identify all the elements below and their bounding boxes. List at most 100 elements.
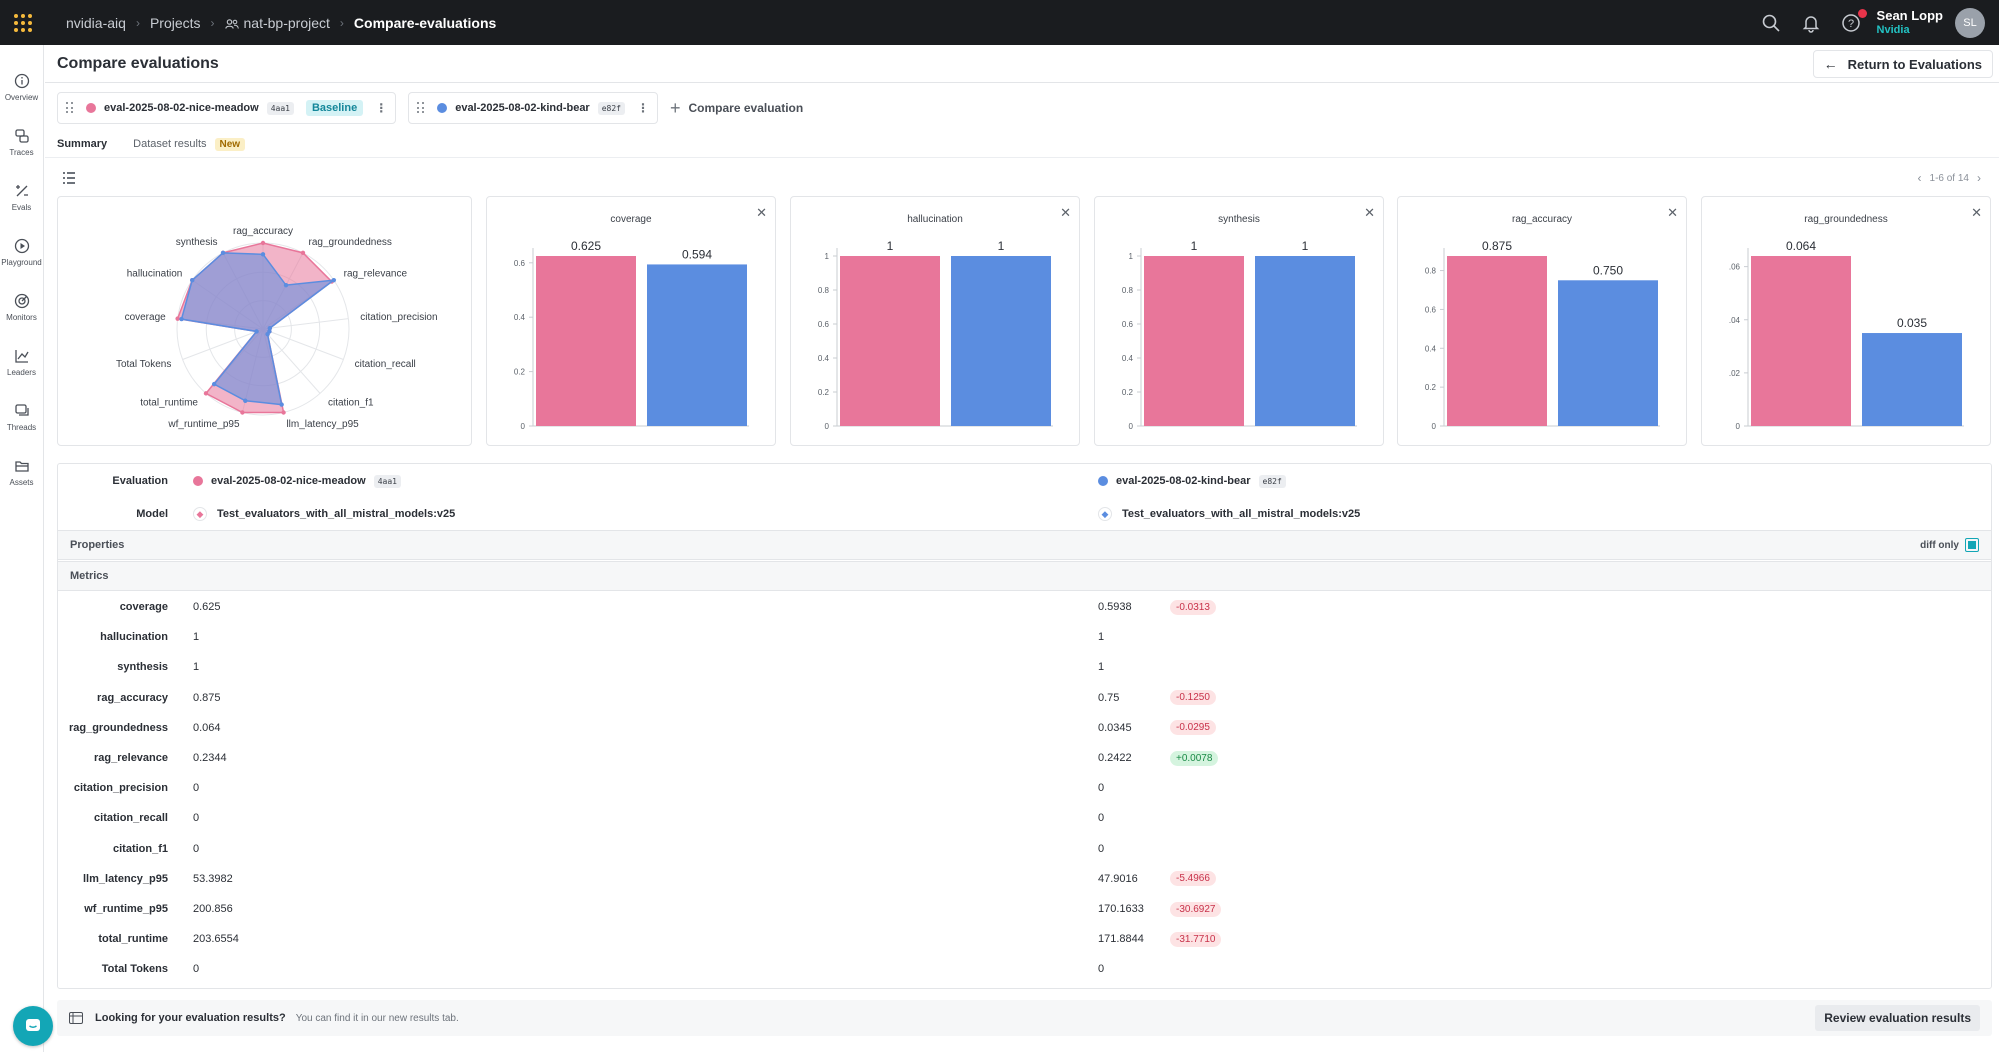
radar-axis-label: citation_precision <box>360 312 437 323</box>
list-view-icon[interactable] <box>63 171 75 185</box>
close-icon[interactable]: ✕ <box>1364 205 1375 220</box>
properties-section-header[interactable]: Properties diff only <box>58 530 1991 560</box>
row-label: Model <box>136 508 168 520</box>
sidebar-item-threads[interactable]: Threads <box>0 390 43 445</box>
radar-point[interactable] <box>267 325 273 331</box>
metric-name: total_runtime <box>98 933 168 946</box>
sidebar-item-assets[interactable]: Assets <box>0 445 43 500</box>
chevron-right-icon[interactable]: › <box>1977 171 1981 185</box>
app-logo-icon[interactable] <box>14 13 38 33</box>
radar-point[interactable] <box>175 316 180 321</box>
more-options-icon[interactable]: ⋮ <box>375 101 388 115</box>
metric-value-b: 171.8844 <box>1098 933 1144 946</box>
sidebar-item-evals[interactable]: Evals <box>0 170 43 225</box>
evaluation-a[interactable]: eval-2025-08-02-nice-meadow 4aa1 <box>193 474 401 488</box>
sidebar-item-monitors[interactable]: Monitors <box>0 280 43 335</box>
radar-point[interactable] <box>265 331 270 337</box>
chat-support-button[interactable] <box>13 1006 53 1046</box>
evaluation-chip-baseline[interactable]: eval-2025-08-02-nice-meadow 4aa1 Baselin… <box>57 92 397 124</box>
bar[interactable] <box>1558 280 1658 426</box>
review-evaluation-results-button[interactable]: Review evaluation results <box>1815 1005 1980 1031</box>
radar-point[interactable] <box>283 282 289 288</box>
y-tick-label: 0.8 <box>1122 286 1134 295</box>
sidebar-item-overview[interactable]: Overview <box>0 60 43 115</box>
bar[interactable] <box>840 256 940 426</box>
radar-point[interactable] <box>281 410 286 415</box>
diff-only-toggle[interactable]: diff only <box>1920 538 1979 552</box>
close-icon[interactable]: ✕ <box>1971 205 1982 220</box>
radar-point[interactable] <box>220 250 226 256</box>
y-tick-label: .04 <box>1729 316 1741 325</box>
metric-value-a: 0 <box>193 782 200 795</box>
metric-name: synthesis <box>117 661 168 674</box>
breadcrumb-projects[interactable]: Projects <box>149 14 201 31</box>
bell-icon[interactable] <box>1801 13 1821 33</box>
checkbox[interactable] <box>1965 538 1979 552</box>
radar-point[interactable] <box>279 402 284 407</box>
help-icon[interactable]: ? <box>1841 8 1867 33</box>
radar-axis-label: citation_recall <box>355 359 416 370</box>
radar-point[interactable] <box>203 391 209 396</box>
avatar[interactable]: SL <box>1955 7 1985 38</box>
radar-point[interactable] <box>243 398 248 403</box>
evaluation-chip-compare[interactable]: eval-2025-08-02-kind-bear e82f ⋮ <box>408 92 658 124</box>
top-bar: nvidia-aiq › Projects › nat-bp-project ›… <box>0 0 1999 45</box>
radar-point[interactable] <box>211 381 217 387</box>
drag-handle-icon[interactable] <box>417 102 425 114</box>
delta-badge: -0.0295 <box>1170 720 1216 736</box>
close-icon[interactable]: ✕ <box>1667 205 1678 220</box>
radar-axis-label: rag_groundedness <box>309 237 392 248</box>
delta-badge: +0.0078 <box>1170 750 1219 766</box>
bar[interactable] <box>536 256 636 426</box>
tab-summary[interactable]: Summary <box>57 133 107 155</box>
evals-icon <box>15 185 28 197</box>
tab-dataset-results[interactable]: Dataset results New <box>133 133 246 155</box>
user-menu[interactable]: Sean Lopp Nvidia <box>1877 8 1943 38</box>
sidebar-item-leaders[interactable]: Leaders <box>0 335 43 390</box>
sidebar-item-traces[interactable]: Traces <box>0 115 43 170</box>
radar-point[interactable] <box>240 410 245 415</box>
y-tick-label: 0 <box>825 422 830 431</box>
metric-value-a: 0 <box>193 963 200 976</box>
bar-value-label: 0.594 <box>682 247 712 261</box>
radar-point[interactable] <box>254 329 259 334</box>
bar-chart: 0 0.2 0.4 0.6 0.8 1 1 1 <box>1122 239 1357 431</box>
radar-point[interactable] <box>260 240 266 246</box>
bar-value-label: 0.035 <box>1897 316 1927 330</box>
bar[interactable] <box>1862 333 1962 426</box>
metric-value-b: 0.0345 <box>1098 721 1132 734</box>
bar[interactable] <box>951 256 1051 426</box>
bar[interactable] <box>647 264 747 426</box>
bar[interactable] <box>1144 256 1244 426</box>
eval-name: eval-2025-08-02-kind-bear <box>455 102 590 114</box>
radar-point[interactable] <box>331 277 336 283</box>
evaluation-b[interactable]: eval-2025-08-02-kind-bear e82f <box>1098 474 1286 488</box>
model-a[interactable]: ◆ Test_evaluators_with_all_mistral_model… <box>193 507 455 521</box>
compare-evaluation-button[interactable]: + Compare evaluation <box>670 98 803 119</box>
close-icon[interactable]: ✕ <box>1060 205 1071 220</box>
bar[interactable] <box>1447 256 1547 426</box>
model-b[interactable]: ◆ Test_evaluators_with_all_mistral_model… <box>1098 507 1360 521</box>
chevron-left-icon[interactable]: ‹ <box>1917 171 1922 185</box>
y-tick-label: 0.8 <box>818 286 830 295</box>
breadcrumb-org[interactable]: nvidia-aiq <box>66 14 126 31</box>
notice-subtitle: You can find it in our new results tab. <box>295 1012 459 1024</box>
bar[interactable] <box>1255 256 1355 426</box>
chart-title: hallucination <box>907 214 963 225</box>
metric-value-b: 1 <box>1098 661 1105 674</box>
metrics-section-header[interactable]: Metrics <box>58 561 1991 591</box>
sidebar-item-playground[interactable]: Playground <box>0 225 43 280</box>
bar[interactable] <box>1751 256 1851 426</box>
model-name: Test_evaluators_with_all_mistral_models:… <box>1122 508 1361 520</box>
drag-handle-icon[interactable] <box>66 102 74 114</box>
search-icon[interactable] <box>1761 13 1781 33</box>
close-icon[interactable]: ✕ <box>756 205 767 220</box>
bar-chart-card-coverage: coverage ✕ 0 0.2 0.4 0.6 0.625 0.594 <box>486 196 776 446</box>
return-to-evaluations-button[interactable]: ← Return to Evaluations <box>1812 50 1993 78</box>
radar-point[interactable] <box>179 316 184 322</box>
radar-point[interactable] <box>300 250 306 256</box>
more-options-icon[interactable]: ⋮ <box>636 101 649 115</box>
radar-point[interactable] <box>260 252 266 257</box>
radar-point[interactable] <box>190 277 195 283</box>
breadcrumb-project[interactable]: nat-bp-project <box>224 15 330 31</box>
